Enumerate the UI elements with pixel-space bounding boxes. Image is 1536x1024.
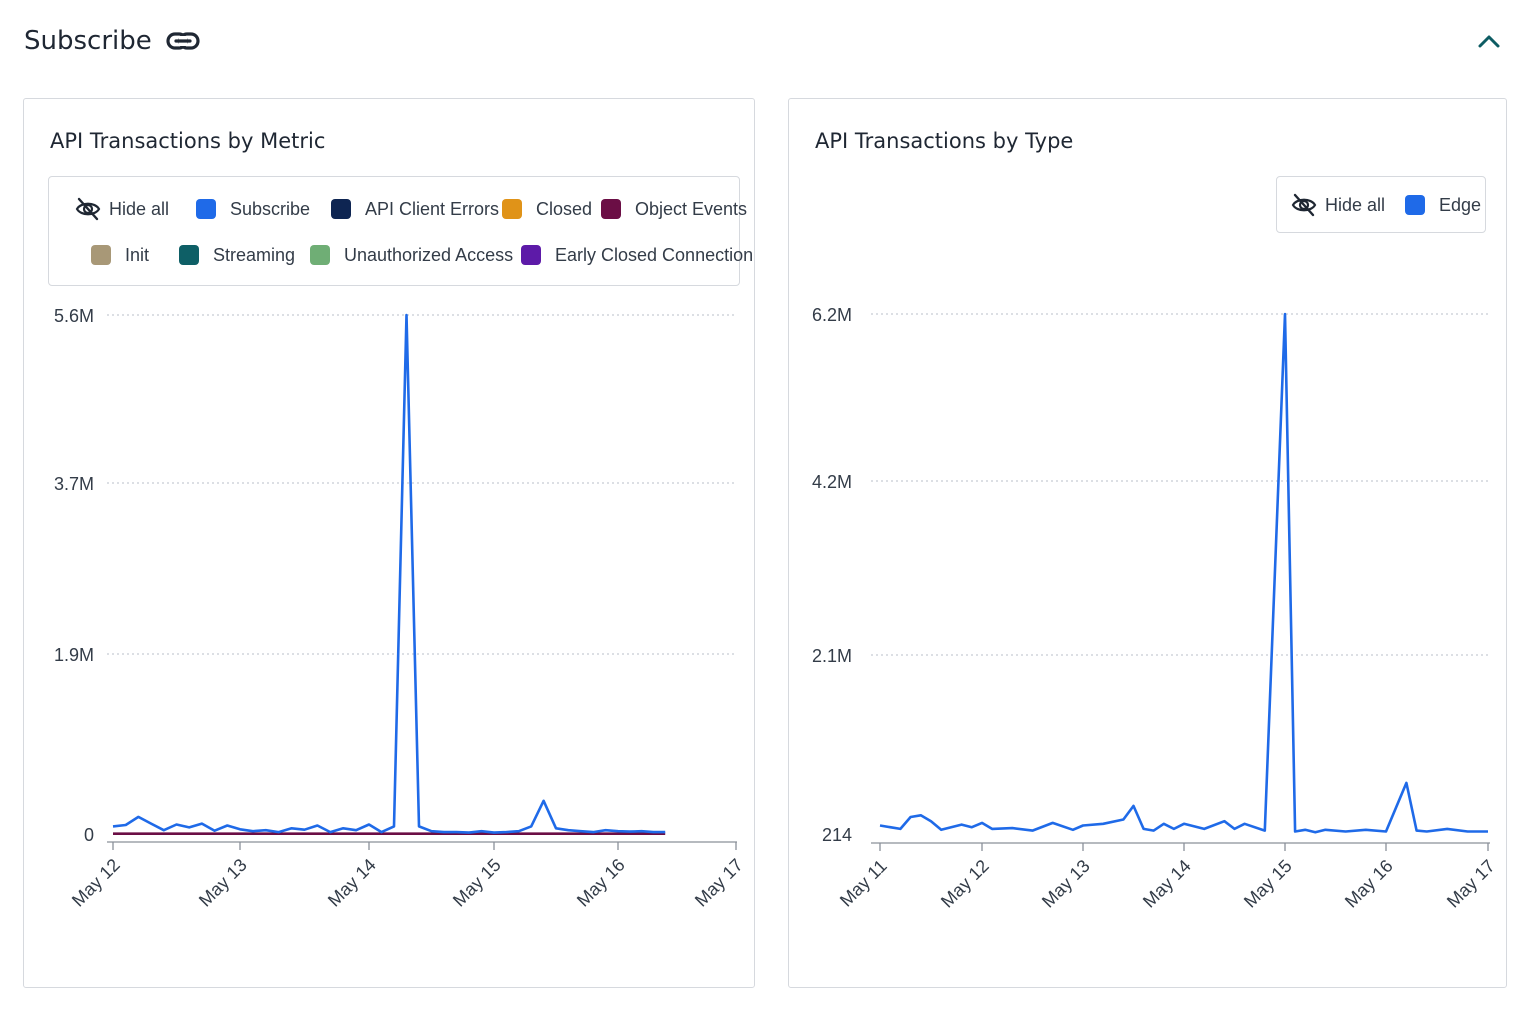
x-tick-label: May 11 <box>836 856 891 911</box>
legend-label: Edge <box>1439 194 1482 215</box>
legend-label: Early Closed Connection <box>555 244 754 265</box>
link-icon[interactable] <box>166 29 200 53</box>
chart-card-type: API Transactions by Type Hide all Edge <box>788 98 1507 988</box>
legend-item-api-client-errors[interactable]: API Client Errors <box>331 196 499 222</box>
y-tick-label: 1.9M <box>54 645 94 665</box>
y-tick-label: 0 <box>84 825 94 845</box>
legend-swatch <box>196 199 216 219</box>
legend-item-early-closed-connection[interactable]: Early Closed Connection <box>521 242 753 268</box>
x-tick-label: May 13 <box>1038 856 1094 912</box>
chevron-up-icon[interactable] <box>1474 28 1504 54</box>
legend-label: Streaming <box>213 244 296 265</box>
legend-swatch <box>310 245 330 265</box>
legend-item-edge[interactable]: Edge <box>1405 192 1481 218</box>
card-title: API Transactions by Metric <box>50 129 326 153</box>
y-tick-label: 3.7M <box>54 474 94 494</box>
chart-card-metric: API Transactions by Metric Hide all Subs… <box>23 98 755 988</box>
section-title: Subscribe <box>24 26 152 56</box>
y-tick-label: 4.2M <box>812 472 852 492</box>
x-tick-label: May 17 <box>1443 856 1499 912</box>
legend-swatch <box>601 199 621 219</box>
legend-item-init[interactable]: Init <box>91 242 149 268</box>
legend-item-subscribe[interactable]: Subscribe <box>196 196 310 222</box>
legend-item-unauthorized-access[interactable]: Unauthorized Access <box>310 242 513 268</box>
legend-label: Closed <box>536 198 593 219</box>
legend-label: Subscribe <box>230 198 311 219</box>
legend-swatch <box>179 245 199 265</box>
y-tick-label: 2.1M <box>812 646 852 666</box>
legend-swatch <box>91 245 111 265</box>
section-header: Subscribe <box>0 0 1536 80</box>
eye-off-icon <box>1291 193 1317 217</box>
series-line-subscribe <box>112 313 666 834</box>
hide-all-button[interactable]: Hide all <box>1291 192 1385 218</box>
chart-legend: Hide all Subscribe API Client Errors Clo… <box>48 176 753 286</box>
legend-swatch <box>331 199 351 219</box>
x-tick-label: May 14 <box>1139 856 1195 912</box>
legend-label: API Client Errors <box>365 198 500 219</box>
card-title: API Transactions by Type <box>815 129 1074 153</box>
hide-all-label: Hide all <box>1325 194 1386 215</box>
x-tick-label: May 12 <box>937 856 993 912</box>
chart-legend: Hide all Edge <box>1276 176 1486 233</box>
legend-label: Object Events <box>635 198 748 219</box>
eye-off-icon <box>75 197 101 221</box>
x-tick-label: May 15 <box>1240 856 1296 912</box>
legend-swatch <box>521 245 541 265</box>
series-line-edge <box>879 312 1488 834</box>
x-tick-label: May 16 <box>1341 856 1397 912</box>
hide-all-button[interactable]: Hide all <box>75 196 169 222</box>
legend-item-object-events[interactable]: Object Events <box>601 196 747 222</box>
legend-swatch <box>1405 195 1425 215</box>
legend-item-closed[interactable]: Closed <box>502 196 592 222</box>
y-tick-label: 214 <box>822 825 852 845</box>
legend-item-streaming[interactable]: Streaming <box>179 242 295 268</box>
y-tick-label: 6.2M <box>812 305 852 325</box>
hide-all-label: Hide all <box>109 198 170 219</box>
legend-label: Unauthorized Access <box>344 244 514 265</box>
legend-label: Init <box>125 244 150 265</box>
y-tick-label: 5.6M <box>54 306 94 326</box>
legend-swatch <box>502 199 522 219</box>
